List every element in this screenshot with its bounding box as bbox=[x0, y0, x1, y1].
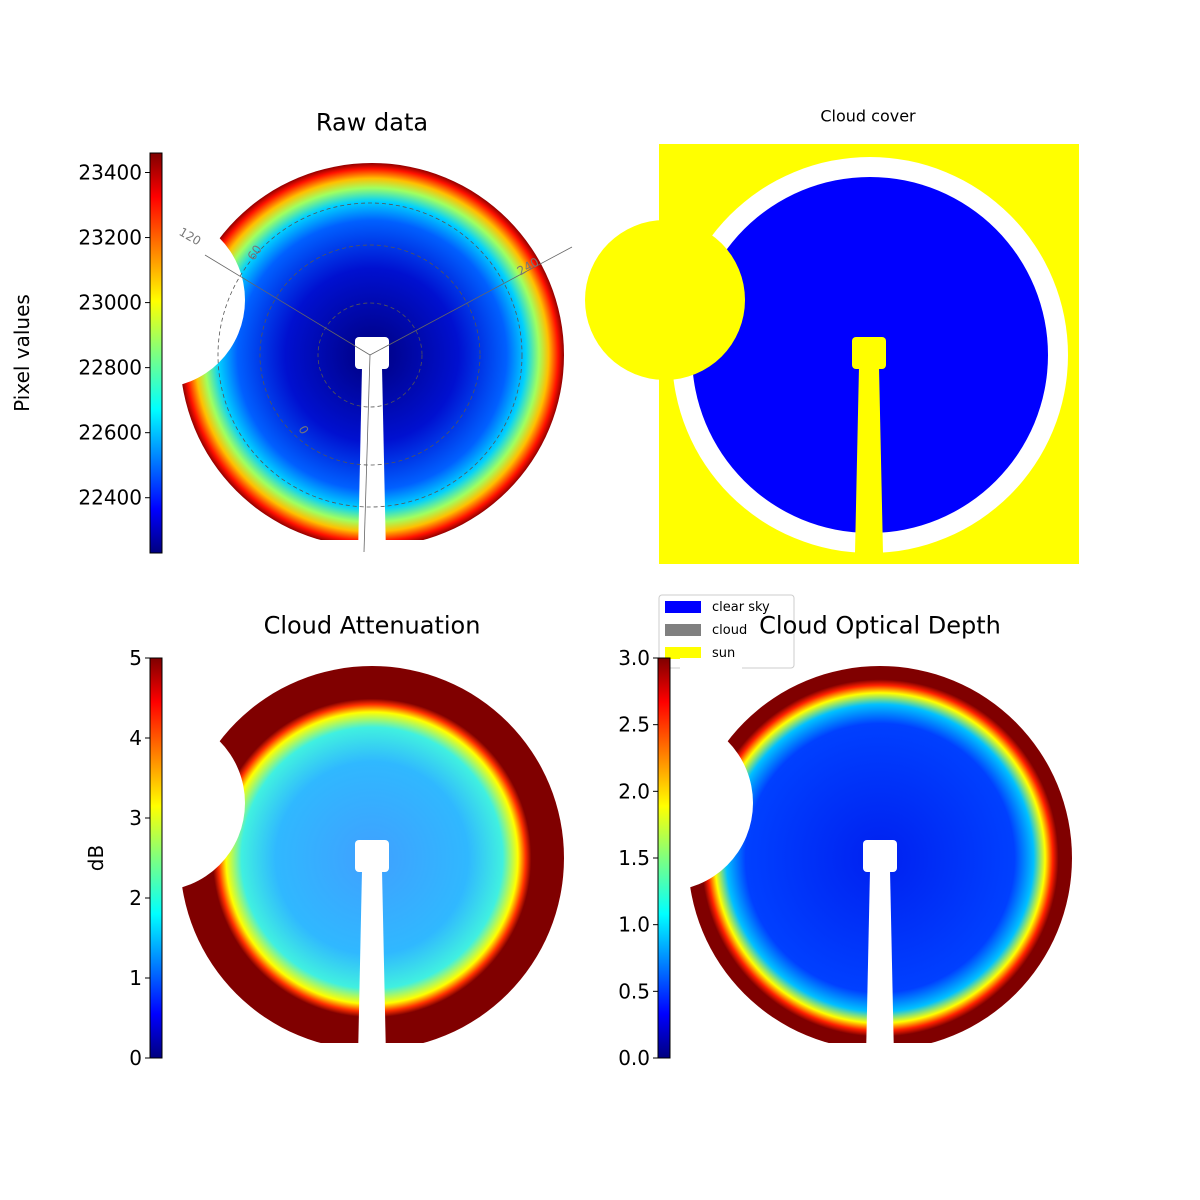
colorbar-tick-label: 3.0 bbox=[618, 646, 650, 670]
colorbar-tick-label: 1.5 bbox=[618, 846, 650, 870]
panel-title: Cloud Optical Depth bbox=[759, 611, 1001, 639]
colorbar-tick-label: 4 bbox=[129, 726, 142, 750]
panel-title: Cloud cover bbox=[820, 107, 916, 126]
colorbar-tick-label: 0.0 bbox=[618, 1046, 650, 1070]
colorbar-tick-label: 23000 bbox=[78, 291, 142, 315]
sun-area-arm bbox=[855, 367, 883, 553]
polar-ray bbox=[363, 354, 371, 553]
colorbar-tick-label: 23200 bbox=[78, 226, 142, 250]
polar-circle bbox=[317, 302, 423, 408]
sun-blocker-arm bbox=[358, 367, 386, 555]
polar-circle bbox=[259, 244, 481, 466]
polar-ray bbox=[369, 246, 573, 356]
legend-swatch bbox=[665, 624, 701, 636]
colorbar-tick-label: 22600 bbox=[78, 421, 142, 445]
colorbar-tick-label: 22400 bbox=[78, 486, 142, 510]
sun-blocker-arm bbox=[866, 870, 894, 1058]
legend-label: clear sky bbox=[712, 600, 770, 615]
colorbar-tick-label: 0 bbox=[129, 1046, 142, 1070]
colorbar-tick-label: 1.0 bbox=[618, 913, 650, 937]
colorbar bbox=[149, 657, 163, 1059]
image-notch bbox=[585, 220, 745, 380]
sun-area bbox=[852, 337, 886, 369]
colorbar-label: Pixel values bbox=[10, 294, 34, 412]
sun-blocker bbox=[355, 337, 389, 369]
colorbar-label: dB bbox=[84, 845, 108, 871]
colorbar-tick-label: 3 bbox=[129, 806, 142, 830]
legend-label: sun bbox=[712, 646, 735, 661]
colorbar-tick-label: 22800 bbox=[78, 356, 142, 380]
image-crop bbox=[172, 658, 234, 718]
colorbar-tick-label: 1 bbox=[129, 966, 142, 990]
colorbar bbox=[657, 657, 671, 1059]
colorbar bbox=[149, 152, 163, 554]
panel-title: Cloud Attenuation bbox=[264, 611, 481, 639]
colorbar-tick-label: 0.5 bbox=[618, 979, 650, 1003]
colorbar-tick-label: 5 bbox=[129, 646, 142, 670]
colorbar-tick-label: 2 bbox=[129, 886, 142, 910]
polar-ray bbox=[204, 254, 371, 356]
panel-title: Raw data bbox=[316, 108, 428, 136]
legend-label: cloud bbox=[712, 623, 747, 638]
polar-grid bbox=[204, 202, 573, 553]
colorbar-tick-label: 23400 bbox=[78, 161, 142, 185]
legend-swatch bbox=[665, 601, 701, 613]
legend-swatch bbox=[665, 647, 701, 659]
sun-blocker bbox=[355, 840, 389, 872]
sun-blocker-arm bbox=[358, 870, 386, 1058]
image-crop bbox=[680, 658, 742, 718]
sun-blocker bbox=[863, 840, 897, 872]
colorbar-tick-label: 2.0 bbox=[618, 779, 650, 803]
polar-circle bbox=[217, 202, 523, 508]
colorbar-tick-label: 2.5 bbox=[618, 713, 650, 737]
image-crop bbox=[172, 155, 234, 215]
